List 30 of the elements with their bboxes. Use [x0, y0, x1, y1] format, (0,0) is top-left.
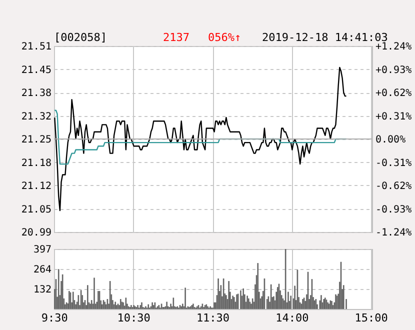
y-tick-label: 20.99 — [21, 228, 52, 238]
y-tick-label: 397 — [33, 244, 52, 256]
y2-tick-label: -0.31% — [376, 158, 412, 169]
y-tick-label: 21.18 — [21, 158, 52, 169]
y2-tick-label: -0.62% — [376, 181, 412, 192]
x-tick-label: 9:30 — [41, 312, 68, 324]
y2-tick-label: +0.62% — [376, 88, 412, 99]
line-series — [54, 66, 347, 212]
x-tick-label: 14:00 — [276, 312, 309, 324]
y2-tick-label: +1.24% — [376, 42, 412, 52]
y2-tick-label: +0.31% — [376, 111, 412, 122]
y2-tick-label: -1.24% — [376, 228, 412, 238]
y-tick-label: 132 — [33, 284, 52, 296]
y-tick-label: 21.05 — [21, 204, 52, 216]
y-tick-label: 21.12 — [21, 181, 52, 192]
y-tick-label: 21.25 — [21, 134, 52, 146]
x-tick-label: 11:30 — [196, 312, 230, 324]
y2-tick-label: 0.00% — [376, 134, 406, 146]
text: 2137 — [163, 31, 190, 44]
y-tick-label: 21.45 — [21, 64, 52, 76]
text: 056%↑ — [208, 31, 242, 44]
y-tick-label: 264 — [33, 264, 52, 276]
x-tick-label: 15:00 — [354, 312, 388, 324]
y-tick-label: 21.32 — [21, 111, 52, 122]
y2-tick-label: +0.93% — [376, 64, 412, 76]
x-tick-label: 10:30 — [117, 312, 150, 324]
y2-tick-label: -0.93% — [376, 204, 412, 216]
y-tick-label: 21.38 — [21, 88, 52, 99]
y-tick-label: 21.51 — [21, 42, 52, 52]
chart-title: [002058] — [54, 31, 107, 44]
